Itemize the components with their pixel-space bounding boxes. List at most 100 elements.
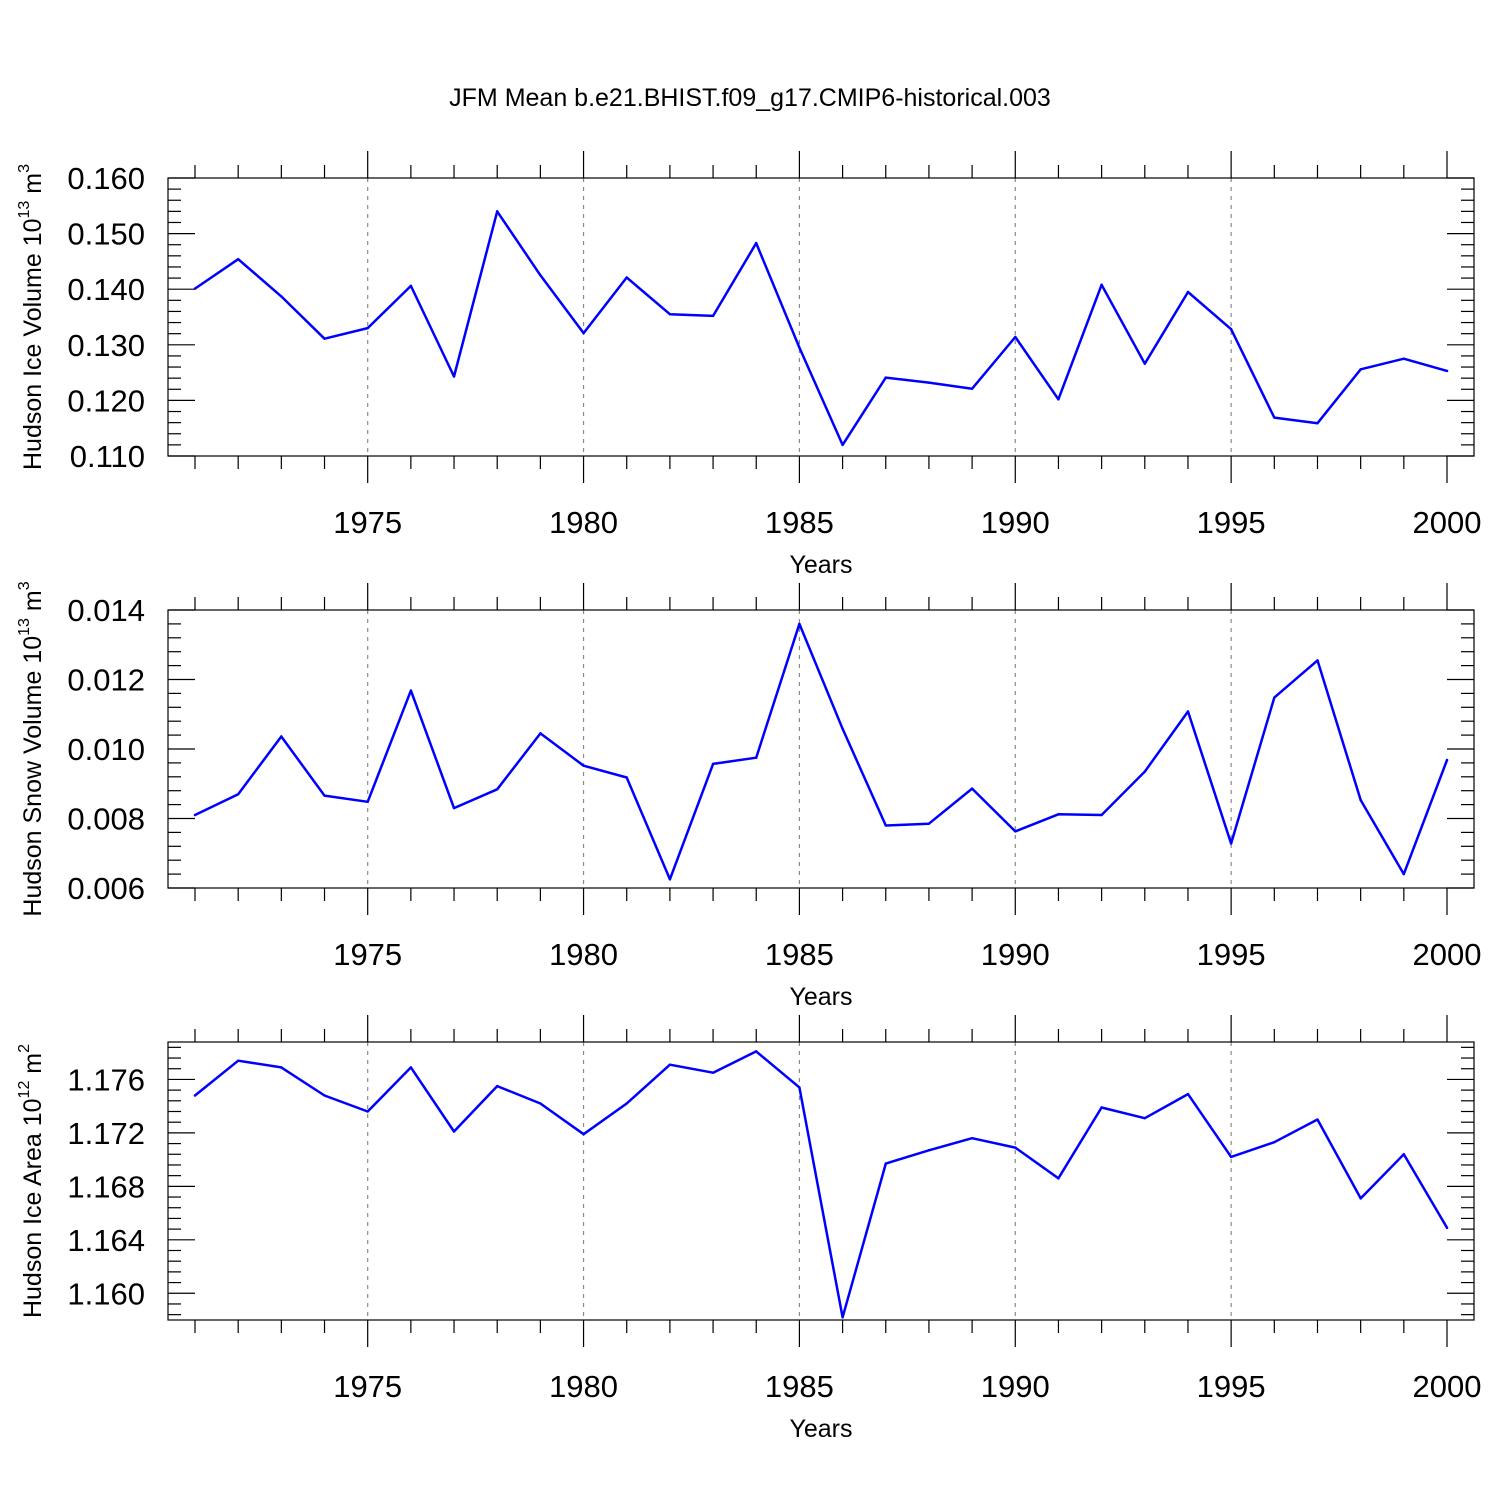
- x-tick-label: 2000: [1413, 937, 1482, 972]
- data-point: [236, 257, 240, 261]
- x-tick-label: 1975: [333, 1369, 402, 1404]
- data-point: [1445, 369, 1449, 373]
- data-point: [452, 806, 456, 810]
- data-point: [236, 792, 240, 796]
- data-point: [1014, 1146, 1017, 1149]
- data-point: [1014, 335, 1017, 339]
- data-point: [1359, 368, 1362, 371]
- data-point: [1229, 842, 1233, 845]
- data-point: [841, 1316, 844, 1319]
- x-axis-title: Years: [789, 983, 852, 1011]
- y-axis-title-unit: m: [19, 1053, 47, 1081]
- data-point: [539, 274, 542, 277]
- y-axis-title: Hudson Ice Area 1012 m2: [16, 1044, 47, 1318]
- y-tick-label: 1.164: [67, 1223, 145, 1258]
- y-axis-title-text: Hudson Ice Area 10: [19, 1098, 47, 1318]
- data-point: [668, 878, 672, 881]
- data-point: [1100, 1106, 1103, 1109]
- data-point: [798, 346, 801, 349]
- x-tick-label: 1980: [549, 1369, 618, 1404]
- data-point: [452, 375, 456, 378]
- data-point: [1273, 696, 1276, 699]
- data-point: [841, 727, 844, 731]
- data-point: [323, 1094, 326, 1097]
- data-point: [539, 732, 542, 735]
- x-tick-label: 1995: [1197, 505, 1266, 540]
- x-tick-label: 1975: [333, 937, 402, 972]
- data-point: [927, 822, 931, 825]
- y-tick-label: 0.110: [70, 439, 145, 474]
- data-point: [625, 1102, 628, 1105]
- series-line: [193, 210, 1449, 447]
- y-axis-title-unit: m: [19, 173, 47, 201]
- data-point: [409, 284, 413, 288]
- x-tick-label: 2000: [1413, 505, 1482, 540]
- x-tick-label: 1990: [981, 937, 1050, 972]
- y-tick-label: 0.014: [67, 593, 145, 628]
- series-line: [193, 1050, 1449, 1319]
- plot-frame: [167, 609, 1475, 889]
- y-tick-label: 1.172: [67, 1116, 145, 1151]
- y-tick-label: 0.150: [67, 217, 145, 252]
- data-point: [1273, 1141, 1276, 1144]
- data-point: [280, 295, 283, 298]
- data-point: [582, 764, 585, 767]
- y-tick-label: 0.006: [67, 871, 145, 906]
- data-point: [496, 210, 499, 213]
- data-point: [755, 241, 758, 245]
- data-point: [582, 1133, 585, 1136]
- y-axis-title-unit-exponent: 2: [16, 1044, 33, 1053]
- data-point: [798, 1086, 801, 1089]
- y-axis-title-text: Hudson Ice Volume 10: [19, 218, 47, 470]
- data-point: [496, 788, 499, 791]
- x-axis-title: Years: [789, 1415, 852, 1443]
- data-point: [193, 813, 197, 817]
- data-point: [884, 824, 887, 827]
- x-tick-label: 1975: [333, 505, 402, 540]
- x-tick-label: 1980: [549, 505, 618, 540]
- y-tick-label: 0.160: [67, 161, 145, 196]
- data-point: [236, 1059, 240, 1062]
- data-point: [1057, 813, 1060, 816]
- data-point: [970, 787, 974, 790]
- data-point: [323, 337, 326, 340]
- data-point: [1359, 798, 1362, 802]
- y-tick-label: 0.008: [67, 802, 145, 837]
- data-point: [668, 1063, 672, 1066]
- data-point: [1229, 1155, 1233, 1159]
- panel-1: 0.110 0.120 0.130 0.140 0.150 0.160 1975 1980 19…: [16, 151, 1481, 579]
- plot-frame: [167, 1041, 1475, 1321]
- data-point: [1273, 416, 1276, 419]
- y-axis-title-exponent: 12: [16, 1081, 33, 1099]
- figure-title: JFM Mean b.e21.BHIST.f09_g17.CMIP6-histo…: [449, 84, 1051, 112]
- data-point: [582, 331, 585, 335]
- data-point: [409, 1066, 413, 1069]
- data-point: [970, 387, 974, 390]
- data-point: [280, 735, 283, 738]
- data-point: [1057, 398, 1060, 401]
- data-point: [366, 800, 369, 804]
- data-point: [841, 443, 844, 447]
- y-tick-label: 0.012: [67, 663, 145, 698]
- data-point: [193, 287, 197, 290]
- x-tick-label: 1985: [765, 937, 834, 972]
- y-tick-label: 1.168: [67, 1169, 145, 1204]
- data-point: [452, 1130, 456, 1133]
- data-point: [1402, 1153, 1406, 1156]
- x-tick-label: 1990: [981, 505, 1050, 540]
- y-tick-label: 1.160: [67, 1276, 145, 1311]
- y-axis-title-text: Hudson Snow Volume 10: [19, 636, 47, 917]
- x-tick-label: 1985: [765, 1369, 834, 1404]
- panel-2: 0.006 0.008 0.010 0.012 0.014 1975 1980 1985 199…: [16, 581, 1481, 1011]
- data-point: [1402, 357, 1406, 360]
- y-axis-title: Hudson Snow Volume 1013 m3: [16, 581, 47, 916]
- y-axis-title-exponent: 13: [16, 201, 33, 219]
- data-point: [366, 326, 369, 330]
- data-point: [1445, 1226, 1449, 1229]
- data-point: [1143, 1116, 1146, 1120]
- panel-3: 1.160 1.164 1.168 1.172 1.176 1975 1980 1985 199…: [16, 1015, 1481, 1443]
- data-point: [755, 1050, 758, 1053]
- data-point: [711, 762, 715, 766]
- data-point: [1143, 362, 1146, 365]
